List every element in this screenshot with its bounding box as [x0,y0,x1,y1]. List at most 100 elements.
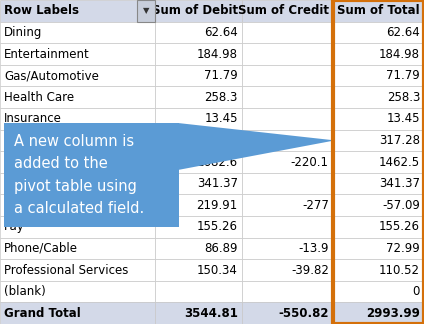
Bar [155,65,242,87]
Text: 317.28: 317.28 [379,134,420,147]
Text: ▼: ▼ [142,6,149,15]
Bar [242,302,333,324]
Text: 110.52: 110.52 [379,263,420,276]
Bar [242,151,333,173]
Bar [0,216,155,237]
Text: -220.1: -220.1 [291,156,329,168]
Bar [242,130,333,151]
Bar [155,194,242,216]
Text: 258.3: 258.3 [204,91,238,104]
Bar [333,130,424,151]
Text: Oth: Oth [4,199,25,212]
Bar [242,108,333,130]
Bar [155,130,242,151]
Bar [242,65,333,87]
Bar [0,130,155,151]
Text: 341.37: 341.37 [197,177,238,190]
Text: 86.89: 86.89 [204,242,238,255]
Bar [242,281,333,302]
Text: Entertainment: Entertainment [4,48,90,61]
Bar [333,22,424,43]
Bar [333,0,424,22]
Text: -57.09: -57.09 [382,199,420,212]
Bar [0,22,155,43]
Text: Inte: Inte [4,134,27,147]
Text: Dining: Dining [4,26,42,39]
Text: Health Care: Health Care [4,91,74,104]
Text: Professional Services: Professional Services [4,263,128,276]
Text: 2993.99: 2993.99 [366,307,420,320]
Bar [333,0,424,324]
Text: 317.28: 317.28 [197,134,238,147]
Bar [0,43,155,65]
Text: 184.98: 184.98 [379,48,420,61]
Bar [0,259,155,281]
Text: Sum of Debit: Sum of Debit [151,4,238,17]
Text: 62.64: 62.64 [386,26,420,39]
Bar [155,22,242,43]
Text: -13.9: -13.9 [298,242,329,255]
Bar [155,173,242,194]
Text: (blank): (blank) [4,285,46,298]
Bar [242,216,333,237]
Bar [333,43,424,65]
Bar [333,237,424,259]
Bar [333,87,424,108]
Bar [155,43,242,65]
Bar [155,108,242,130]
Text: 219.91: 219.91 [196,199,238,212]
Text: Oth: Oth [4,177,25,190]
Text: A new column is
added to the
pivot table using
a calculated field.: A new column is added to the pivot table… [14,134,144,216]
Text: 258.3: 258.3 [387,91,420,104]
Text: 0: 0 [413,285,420,298]
Text: 72.99: 72.99 [386,242,420,255]
Text: -39.82: -39.82 [291,263,329,276]
Bar [333,194,424,216]
Text: 184.98: 184.98 [197,48,238,61]
Text: 71.79: 71.79 [386,69,420,82]
Text: 13.45: 13.45 [387,112,420,125]
Bar [333,302,424,324]
Text: 3544.81: 3544.81 [184,307,238,320]
Bar [155,259,242,281]
Bar [155,151,242,173]
Bar [155,302,242,324]
Text: 155.26: 155.26 [197,220,238,233]
Text: 1462.5: 1462.5 [379,156,420,168]
Polygon shape [179,123,335,170]
Bar [0,0,155,22]
Bar [155,87,242,108]
Bar [242,22,333,43]
Bar [242,173,333,194]
Bar [333,151,424,173]
Text: Pay: Pay [4,220,25,233]
Bar [242,194,333,216]
Text: 150.34: 150.34 [197,263,238,276]
Bar [242,259,333,281]
Bar [0,302,155,324]
Text: 155.26: 155.26 [379,220,420,233]
Text: 341.37: 341.37 [379,177,420,190]
Text: -277: -277 [302,199,329,212]
Text: Grand Total: Grand Total [4,307,81,320]
Bar [333,281,424,302]
Bar [155,237,242,259]
Bar [242,237,333,259]
Text: Me: Me [4,156,21,168]
Text: 1682.6: 1682.6 [197,156,238,168]
Text: Phone/Cable: Phone/Cable [4,242,78,255]
Text: Insurance: Insurance [4,112,62,125]
Bar [0,151,155,173]
Text: 62.64: 62.64 [204,26,238,39]
Text: Gas/Automotive: Gas/Automotive [4,69,99,82]
Bar [0,87,155,108]
Text: 13.45: 13.45 [204,112,238,125]
Bar [242,87,333,108]
Text: Sum of Total: Sum of Total [338,4,420,17]
Bar [333,173,424,194]
Bar [4,123,179,227]
Text: Sum of Credit: Sum of Credit [238,4,329,17]
Bar [155,281,242,302]
Bar [0,108,155,130]
Bar [242,0,333,22]
